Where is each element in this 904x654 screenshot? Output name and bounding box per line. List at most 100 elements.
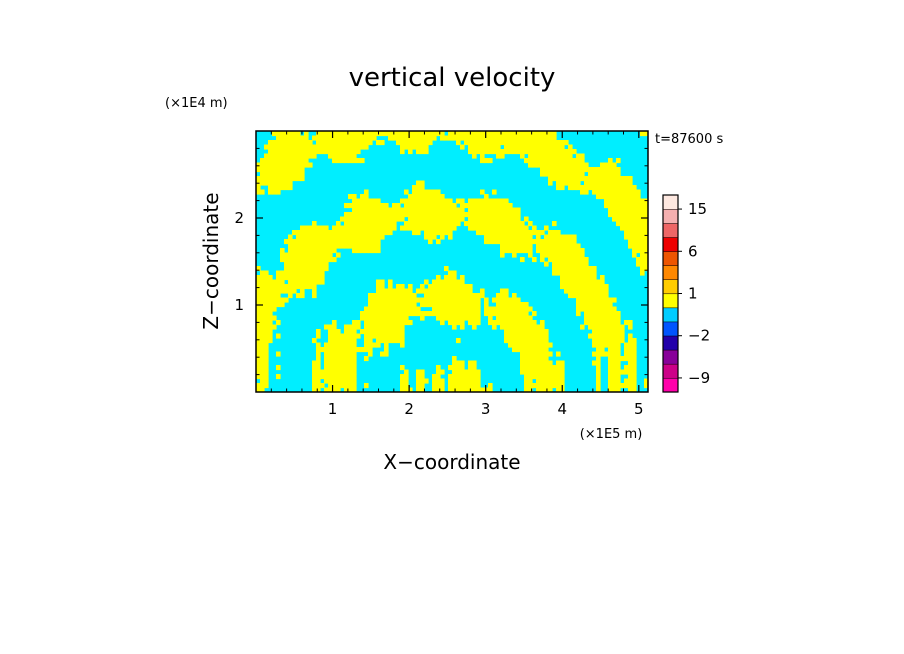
field-cell-positive <box>448 365 453 371</box>
field-cell-positive <box>616 158 621 164</box>
field-cell-positive <box>416 198 421 204</box>
field-cell-positive <box>280 167 285 173</box>
field-cell-positive <box>524 306 529 312</box>
field-cell-positive <box>256 333 261 339</box>
field-cell-positive <box>592 333 597 339</box>
field-cell-positive <box>292 144 297 150</box>
field-cell-positive <box>448 387 453 392</box>
field-cell-positive <box>560 284 565 290</box>
field-cell-positive <box>592 320 597 326</box>
field-cell-positive <box>324 342 329 348</box>
field-cell-positive <box>524 140 529 146</box>
field-cell-positive <box>540 369 545 375</box>
field-cell-positive <box>384 131 389 137</box>
field-cell-positive <box>264 324 269 330</box>
field-cell-positive <box>268 158 273 164</box>
field-cell-positive <box>588 333 593 339</box>
field-cell-positive <box>476 374 481 380</box>
field-cell-positive <box>260 333 265 339</box>
field-cell-positive <box>468 320 473 326</box>
field-cell-positive <box>412 293 417 299</box>
field-cell-positive <box>492 320 497 326</box>
field-cell-positive <box>356 230 361 236</box>
field-cell-positive <box>484 212 489 218</box>
field-cell-positive <box>316 365 321 371</box>
field-cell-positive <box>256 162 261 168</box>
field-cell-positive <box>540 230 545 236</box>
field-cell-positive <box>536 248 541 254</box>
field-cell-positive <box>616 356 621 362</box>
field-cell-positive <box>644 248 648 254</box>
field-cell-positive <box>344 140 349 146</box>
field-cell-positive <box>496 212 501 218</box>
field-cell-positive <box>512 221 517 227</box>
field-cell-positive <box>560 270 565 276</box>
field-cell-positive <box>272 167 277 173</box>
field-cell-positive <box>504 297 509 303</box>
field-cell-positive <box>404 369 409 375</box>
field-cell-positive <box>440 203 445 209</box>
field-cell-positive <box>488 216 493 222</box>
field-cell-positive <box>288 149 293 155</box>
field-cell-positive <box>280 275 285 281</box>
field-cell-positive <box>360 248 365 254</box>
field-cell-positive <box>292 239 297 245</box>
field-cell-positive <box>312 338 317 344</box>
field-cell-positive <box>392 302 397 308</box>
field-cell-positive <box>616 189 621 195</box>
field-cell-positive <box>432 194 437 200</box>
field-cell-positive <box>500 212 505 218</box>
field-cell-positive <box>608 374 613 380</box>
field-cell-positive <box>532 158 537 164</box>
field-cell-positive <box>408 387 413 392</box>
field-cell-positive <box>616 324 621 330</box>
field-cell-positive <box>580 167 585 173</box>
field-cell-positive <box>428 135 433 141</box>
field-cell-positive <box>276 365 281 371</box>
field-cell-positive <box>452 324 457 330</box>
field-cell-positive <box>448 230 453 236</box>
field-cell-positive <box>364 212 369 218</box>
field-cell-positive <box>536 131 541 137</box>
field-cell-positive <box>624 198 629 204</box>
field-cell-positive <box>396 333 401 339</box>
field-cell-positive <box>504 234 509 240</box>
field-cell-positive <box>544 387 549 392</box>
field-cell-positive <box>276 189 281 195</box>
field-cell-positive <box>256 360 261 366</box>
field-cell-positive <box>616 360 621 366</box>
field-cell-positive <box>436 131 441 137</box>
field-cell-positive <box>612 216 617 222</box>
field-cell-positive <box>488 315 493 321</box>
field-cell-positive <box>628 347 633 353</box>
x-tick-label: 4 <box>557 400 567 418</box>
field-cell-positive <box>316 329 321 335</box>
field-cell-positive <box>520 243 525 249</box>
field-cell-positive <box>568 162 573 168</box>
field-cell-positive <box>452 203 457 209</box>
field-cell-positive <box>436 203 441 209</box>
field-cell-positive <box>612 194 617 200</box>
field-cell-positive <box>260 176 265 182</box>
field-cell-positive <box>304 225 309 231</box>
field-cell-positive <box>436 189 441 195</box>
field-cell-positive <box>452 315 457 321</box>
field-cell-positive <box>632 239 637 245</box>
field-cell-positive <box>448 378 453 384</box>
field-cell-positive <box>416 306 421 312</box>
field-cell-positive <box>384 225 389 231</box>
field-cell-positive <box>348 216 353 222</box>
field-cell-positive <box>356 324 361 330</box>
field-cell-positive <box>564 243 569 249</box>
field-cell-positive <box>276 284 281 290</box>
field-cell-positive <box>636 203 641 209</box>
colorbar-band <box>662 349 679 365</box>
field-cell-positive <box>508 207 513 213</box>
field-cell-positive <box>388 288 393 294</box>
field-cell-positive <box>480 140 485 146</box>
field-cell-positive <box>628 212 633 218</box>
field-cell-positive <box>336 365 341 371</box>
colorbar-band <box>662 251 679 266</box>
field-cell-positive <box>536 333 541 339</box>
field-cell-positive <box>292 261 297 267</box>
